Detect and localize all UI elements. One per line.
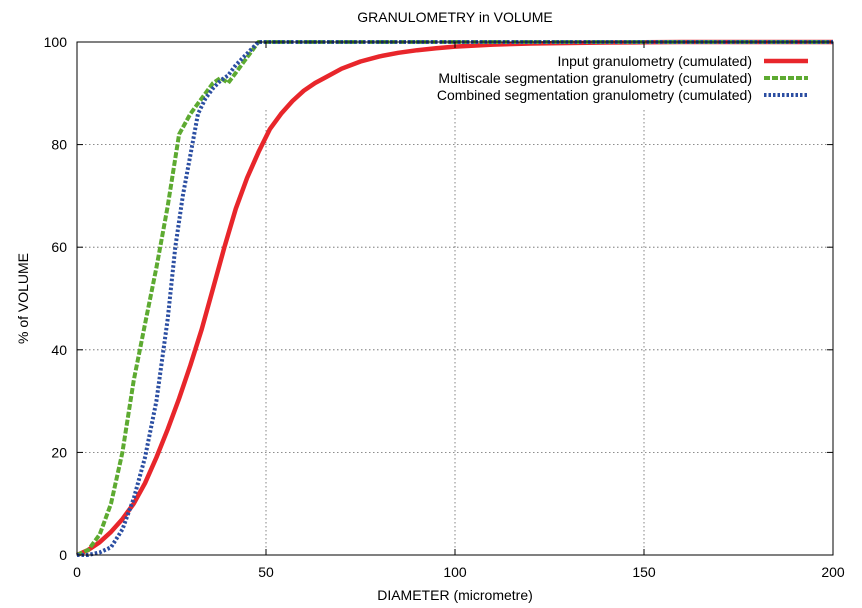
- y-axis-title: % of VOLUME: [15, 253, 31, 344]
- y-tick-label: 0: [59, 547, 67, 563]
- legend: Input granulometry (cumulated)Multiscale…: [437, 53, 808, 103]
- y-tick-label: 20: [51, 444, 67, 460]
- legend-label-1: Input granulometry (cumulated): [557, 53, 752, 69]
- x-tick-label: 100: [443, 564, 467, 580]
- grid-lines: [77, 110, 833, 555]
- x-tick-label: 0: [73, 564, 81, 580]
- y-tick-label: 60: [51, 239, 67, 255]
- chart-title: GRANULOMETRY in VOLUME: [357, 9, 553, 25]
- x-axis-title: DIAMETER (micrometre): [377, 587, 533, 603]
- axis-ticks: 0 20 40 60 80 100 0 50 100 150 200: [44, 34, 845, 580]
- x-tick-label: 200: [821, 564, 845, 580]
- x-tick-label: 50: [258, 564, 274, 580]
- y-tick-label: 100: [44, 34, 68, 50]
- y-tick-label: 80: [51, 137, 67, 153]
- legend-label-2: Multiscale segmentation granulometry (cu…: [438, 70, 752, 86]
- legend-label-3: Combined segmentation granulometry (cumu…: [437, 87, 752, 103]
- x-tick-label: 150: [632, 564, 656, 580]
- y-tick-label: 40: [51, 342, 67, 358]
